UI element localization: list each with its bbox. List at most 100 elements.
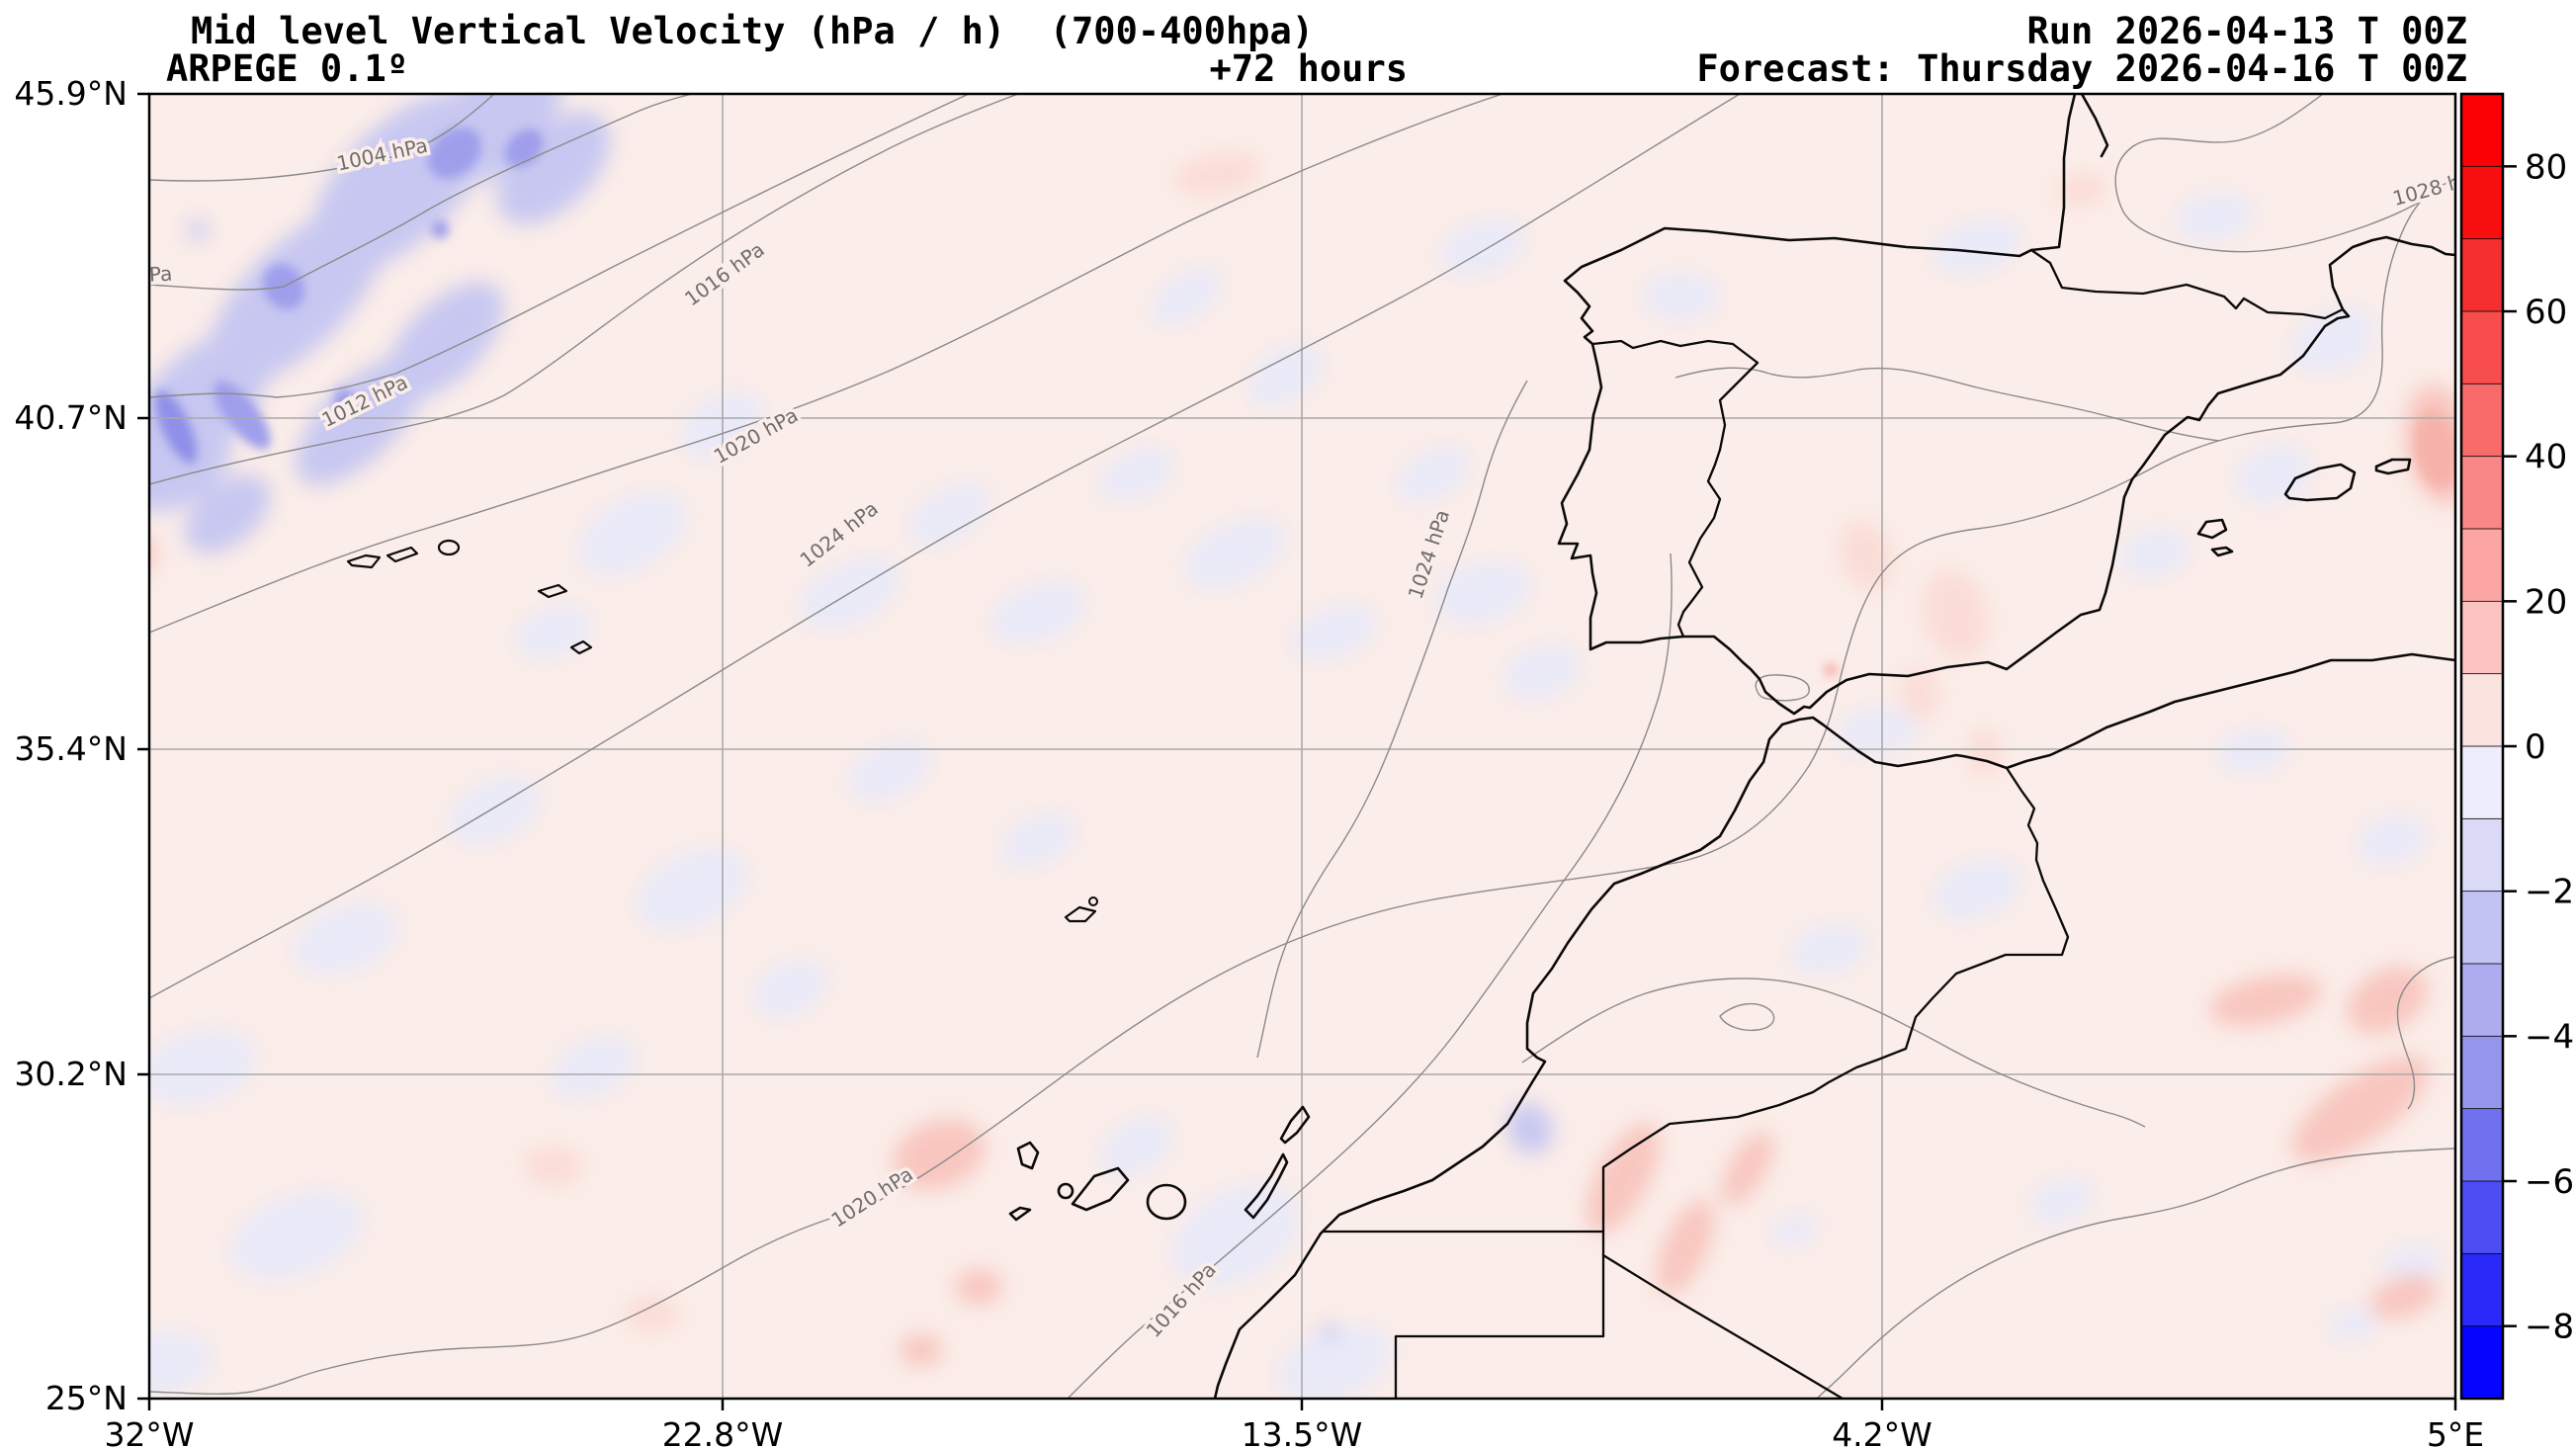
colorbar: 80 60 40 20 0 −20 −40 −60 −80: [2459, 92, 2576, 1401]
island-gran-canaria: [1146, 1183, 1187, 1221]
border-pyrenees: [2029, 248, 2345, 320]
colorbar-segment: [2460, 1108, 2504, 1182]
colorbar-tick-label: 20: [2525, 582, 2567, 622]
island-tenerife: [1071, 1166, 1130, 1212]
velocity-blob: [188, 220, 208, 240]
colorbar-segment: [2460, 1180, 2504, 1255]
isobar-1004: [149, 94, 495, 182]
velocity-blob: [1770, 1213, 1818, 1248]
velocity-blob: [1932, 859, 2021, 920]
velocity-blob: [1184, 518, 1287, 589]
velocity-blob: [149, 1029, 256, 1106]
velocity-blob: [578, 491, 687, 576]
island-fuerteventura: [1244, 1152, 1289, 1220]
velocity-blob: [2175, 193, 2254, 242]
colorbar-segment: [2460, 1325, 2504, 1400]
x-tick-label: 4.2°W: [1832, 1415, 1932, 1448]
x-tick-label: 13.5°W: [1242, 1415, 1363, 1448]
isobar-1024: [1256, 380, 1528, 1059]
colorbar-segment: [2460, 238, 2504, 312]
velocity-blob: [2055, 173, 2106, 207]
island-el-hierro: [1008, 1206, 1032, 1222]
isobar-1012: [149, 94, 970, 398]
velocity-blob: [893, 1119, 986, 1190]
velocity-blob: [154, 390, 198, 464]
velocity-blob: [524, 1147, 583, 1186]
island-sao-jorge: [386, 546, 419, 563]
velocity-blob: [428, 128, 481, 179]
velocity-blob: [1839, 521, 1894, 590]
velocity-blob: [1721, 1131, 1774, 1206]
isobar-1016: [149, 94, 1019, 485]
velocity-blob: [334, 388, 354, 412]
velocity-blob: [496, 111, 611, 225]
velocity-blob: [1507, 1103, 1553, 1154]
velocity-blob: [1789, 923, 1868, 975]
colorbar-segment: [2460, 383, 2504, 458]
coastlines: [346, 94, 2455, 1399]
velocity-blob: [1932, 219, 2021, 275]
velocity-blob: [1503, 643, 1581, 701]
isobar-1008: [149, 94, 693, 291]
velocity-blob: [294, 903, 398, 975]
velocity-blob: [1900, 668, 1939, 720]
chart-title: Mid level Vertical Velocity (hPa / h) (7…: [191, 10, 1315, 52]
velocity-blob: [1277, 1325, 1392, 1399]
velocity-blob: [625, 1297, 680, 1332]
colorbar-segment: [2460, 600, 2504, 675]
isobar-1020: [1521, 978, 2146, 1128]
isobar-1016: [1067, 553, 1673, 1399]
colorbar-tick-label: 60: [2525, 293, 2567, 332]
island-formentera: [2210, 546, 2234, 557]
island-mallorca: [2283, 463, 2357, 502]
island-la-palma: [1016, 1141, 1040, 1170]
coastline-gironde-estuary: [2080, 94, 2109, 158]
isobar-1020: [149, 94, 1503, 634]
border-algeria-mauritania: [1601, 1253, 1845, 1399]
y-tick-label: 40.7°N: [14, 398, 128, 437]
velocity-blob: [1837, 707, 1920, 756]
coastline-north-africa: [1213, 652, 2455, 1399]
velocity-blob: [2382, 1244, 2442, 1286]
velocity-blob: [680, 391, 763, 459]
colorbar-tick-label: 80: [2525, 147, 2567, 187]
island-menorca: [2374, 458, 2412, 475]
velocity-blob: [1641, 273, 1720, 320]
island-ibiza: [2196, 518, 2228, 540]
velocity-blob: [214, 381, 271, 450]
velocity-blob: [1100, 1116, 1173, 1177]
velocity-blob: [2209, 974, 2322, 1027]
island-sao-miguel: [537, 583, 568, 599]
colorbar-segment: [2460, 528, 2504, 603]
run-label: Run 2026-04-13 T 00Z: [2026, 10, 2467, 52]
island-madeira: [1064, 905, 1097, 923]
velocity-blob: [1656, 1199, 1715, 1296]
isobar-1016: [1816, 1148, 2455, 1399]
velocity-blob: [1000, 812, 1075, 868]
velocity-blob: [2030, 1177, 2092, 1225]
colorbar-tick-label: 0: [2525, 727, 2546, 767]
colorbar-segment: [2460, 165, 2504, 240]
velocity-blob: [908, 482, 989, 546]
colorbar-segment: [2460, 1252, 2504, 1327]
axis-ticks: [137, 92, 2457, 1410]
velocity-blob: [2414, 410, 2455, 489]
velocity-blob: [955, 1269, 1002, 1305]
velocity-blob: [990, 581, 1085, 644]
velocity-blob: [1824, 663, 1838, 677]
border-portugal-spain: [1590, 339, 1760, 639]
velocity-blob: [1922, 569, 1989, 660]
x-tick-label: 22.8°W: [662, 1415, 784, 1448]
colorbar-tick-label: −20: [2525, 873, 2576, 912]
velocity-blob: [149, 1331, 213, 1397]
velocity-blob: [229, 1191, 364, 1280]
velocity-blob: [2291, 1056, 2430, 1162]
border-wsahara-mauritania: [1394, 1230, 1605, 1399]
coastline-iberia-france: [1557, 94, 2455, 716]
colorbar-segment: [2460, 963, 2504, 1038]
isobar-1016: [2396, 956, 2455, 1110]
velocity-blob: [149, 417, 232, 512]
isobar-1024: [1719, 1002, 1775, 1032]
